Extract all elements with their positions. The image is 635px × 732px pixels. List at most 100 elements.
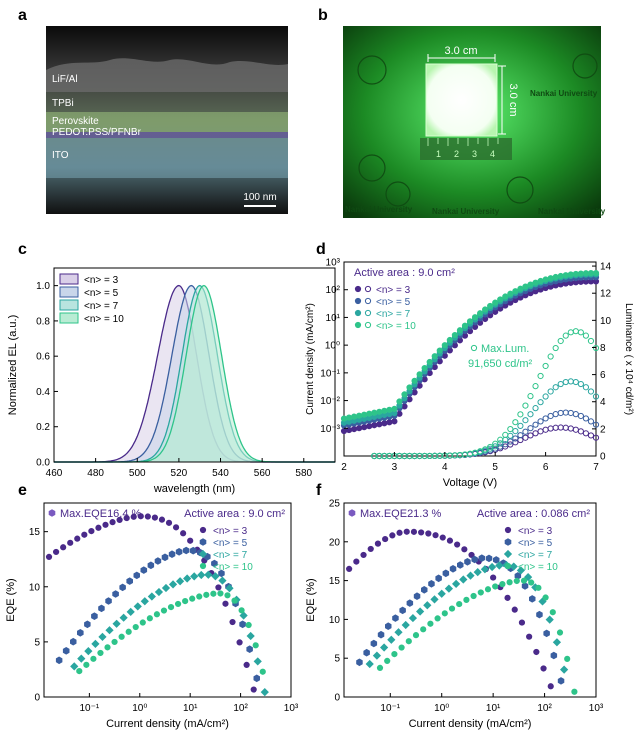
d-ytick-right-label: 12 xyxy=(600,289,612,300)
e-eqe-point xyxy=(76,667,83,675)
f-eqe-point xyxy=(385,622,392,630)
f-eqe-point xyxy=(457,561,464,569)
e-eqe-point xyxy=(203,591,210,598)
ruler-digit-4: 4 xyxy=(490,149,495,159)
f-eqe-point xyxy=(430,595,439,604)
d-j-point xyxy=(542,276,549,283)
e-eqe-point xyxy=(140,597,149,606)
e-eqe-point xyxy=(243,661,250,668)
sem-layer-pedot xyxy=(46,132,288,138)
f-eqe-point xyxy=(423,601,432,610)
e-eqe-point xyxy=(165,519,173,526)
d-xtick-label: 6 xyxy=(543,462,549,473)
c-xtick-label: 560 xyxy=(254,468,271,479)
d-j-point xyxy=(582,270,590,277)
d-lum-point xyxy=(567,329,574,336)
f-eqe-point xyxy=(542,594,549,601)
d-lum-point xyxy=(517,411,524,418)
d-lum-point xyxy=(552,384,559,391)
panel-label-d: d xyxy=(316,241,326,258)
f-eqe-point xyxy=(392,614,399,622)
f-eqe-point xyxy=(557,677,565,685)
f-eqe-point xyxy=(549,609,556,616)
f-eqe-point xyxy=(504,594,511,601)
d-j-point xyxy=(416,371,423,378)
d-lum-point xyxy=(507,425,514,433)
e-eqe-point xyxy=(144,513,151,520)
f-eqe-point xyxy=(399,606,406,615)
e-ylabel: EQE (%) xyxy=(5,578,17,621)
c-legend-label: <n> = 7 xyxy=(84,301,119,312)
e-eqe-point xyxy=(211,572,220,581)
d-lum-point xyxy=(497,436,504,443)
f-eqe-point xyxy=(389,532,396,539)
e-eqe-point xyxy=(215,584,222,591)
e-legend-label: <n> = 7 xyxy=(213,550,248,561)
d-xtick-label: 7 xyxy=(593,462,599,473)
e-eqe-point xyxy=(224,592,231,599)
e-eqe-point xyxy=(229,618,236,626)
d-lum-point xyxy=(527,411,534,418)
e-eqe-point xyxy=(217,590,224,597)
d-j-point xyxy=(411,377,418,384)
f-eqe-point xyxy=(456,600,463,608)
d-lum-point xyxy=(537,428,544,435)
e-eqe-point xyxy=(175,577,185,586)
d-j-point xyxy=(552,273,559,281)
d-lum-point xyxy=(582,332,590,339)
d-lum-point xyxy=(557,337,564,345)
d-j-point xyxy=(562,272,569,279)
f-eqe-point xyxy=(413,592,421,600)
e-eqe-point xyxy=(182,546,190,555)
d-ylabel-right: Luminance ( x 10⁴ cd/m²) xyxy=(623,303,634,415)
f-legend-label: <n> = 7 xyxy=(518,550,553,561)
e-eqe-point xyxy=(105,626,114,635)
d-legend-marker-filled xyxy=(354,309,362,317)
f-eqe-point xyxy=(418,529,425,536)
d-lum-point xyxy=(542,362,549,370)
f-eqe-point xyxy=(461,546,468,553)
d-lum-point xyxy=(572,328,579,335)
d-j-point xyxy=(577,270,584,277)
f-eqe-point xyxy=(493,556,500,564)
e-eqe-point xyxy=(102,521,109,528)
d-lum-point xyxy=(547,353,554,360)
university-text-2: Nankai University xyxy=(345,205,413,214)
d-j-point xyxy=(431,353,438,360)
e-eqe-point xyxy=(239,620,246,629)
d-lum-point xyxy=(522,428,529,435)
f-eqe-point xyxy=(437,589,446,598)
c-legend-swatch xyxy=(59,299,79,311)
d-ytick-left-label: 10⁻³ xyxy=(320,424,340,435)
f-xtick-label: 10⁻¹ xyxy=(380,703,400,714)
f-eqe-point xyxy=(518,619,526,626)
d-j-point xyxy=(592,269,600,277)
d-annotation-max-1: Max.Lum. xyxy=(481,343,529,355)
f-eqe-point xyxy=(492,583,499,590)
f-eqe-point xyxy=(401,620,410,630)
d-lum-point xyxy=(456,451,464,459)
d-annotation-max-2: 91,650 cd/m² xyxy=(468,358,533,370)
d-j-point xyxy=(356,425,363,432)
e-eqe-point xyxy=(168,580,178,589)
d-legend-label: <n> = 7 xyxy=(376,309,411,320)
e-eqe-point xyxy=(91,612,98,620)
e-eqe-point xyxy=(74,535,81,542)
d-xtick-label: 4 xyxy=(442,462,448,473)
e-eqe-point xyxy=(196,593,203,600)
c-ytick-label: 1.0 xyxy=(36,281,50,292)
university-text-3: Nankai University xyxy=(432,207,500,216)
d-lum-point xyxy=(592,393,600,400)
f-eqe-point xyxy=(521,582,529,590)
e-eqe-point xyxy=(210,590,217,597)
d-j-point xyxy=(391,418,398,425)
c-xtick-label: 460 xyxy=(46,468,63,479)
d-j-point xyxy=(340,415,348,422)
f-eqe-point xyxy=(471,555,478,564)
d-j-point xyxy=(497,296,504,303)
e-eqe-point xyxy=(118,633,125,640)
e-eqe-point xyxy=(161,553,169,562)
f-ytick-label: 25 xyxy=(329,499,341,510)
d-lum-point xyxy=(562,409,569,416)
f-eqe-point xyxy=(520,577,528,584)
